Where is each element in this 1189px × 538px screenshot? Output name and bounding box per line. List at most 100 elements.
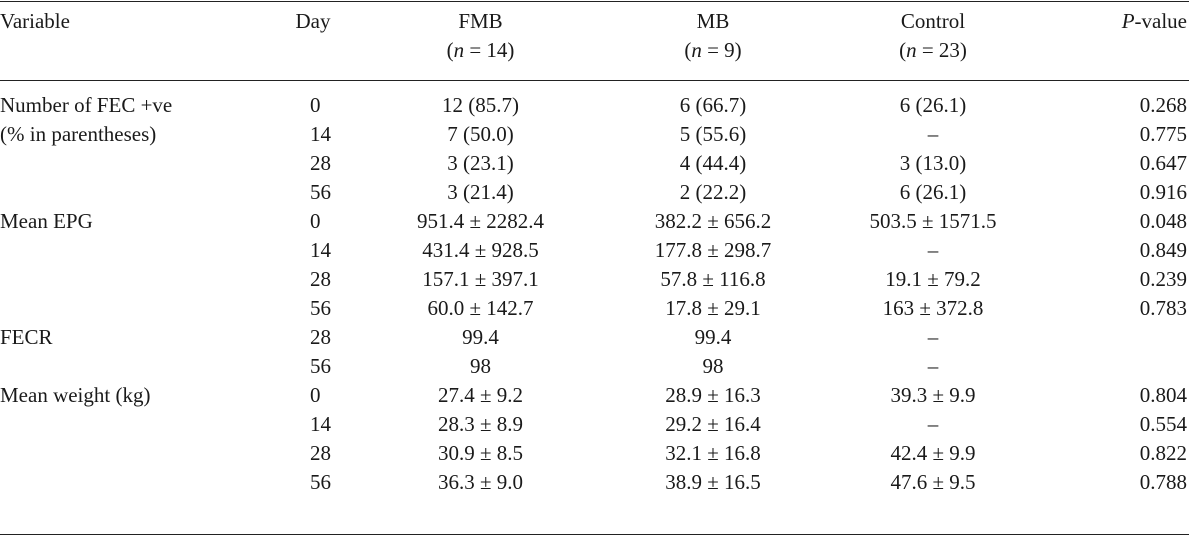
cell-fmb: 431.4 ± 928.5 bbox=[422, 238, 539, 262]
header-mb-label: MB bbox=[696, 9, 730, 33]
header-p-rest: -value bbox=[1134, 9, 1187, 33]
cell-mb: 98 bbox=[702, 354, 724, 378]
table-row: 28 3 (23.1) 4 (44.4) 3 (13.0) 0.647 bbox=[0, 149, 1189, 178]
cell-day: 28 bbox=[310, 267, 331, 291]
cell-variable: Number of FEC +ve bbox=[0, 93, 173, 117]
cell-control: 19.1 ± 79.2 bbox=[885, 267, 981, 291]
header-p-value: P-value bbox=[1043, 0, 1189, 80]
cell-variable bbox=[0, 178, 268, 207]
cell-variable bbox=[0, 294, 268, 323]
header-control-n: (n = 23) bbox=[899, 38, 967, 62]
cell-variable bbox=[0, 149, 268, 178]
cell-mb: 382.2 ± 656.2 bbox=[654, 209, 772, 233]
cell-control: – bbox=[927, 238, 939, 262]
cell-variable bbox=[0, 439, 268, 468]
cell-variable bbox=[0, 352, 268, 381]
cell-control: 503.5 ± 1571.5 bbox=[869, 209, 997, 233]
header-row: Variable Day FMB (n = 14) MB (n = 9) Con… bbox=[0, 0, 1189, 80]
cell-fmb: 98 bbox=[470, 354, 491, 378]
cell-day: 14 bbox=[310, 238, 331, 262]
cell-p-value: 0.849 bbox=[1139, 238, 1187, 262]
header-fmb-n: (n = 14) bbox=[446, 38, 515, 62]
cell-p-value bbox=[1043, 323, 1189, 352]
cell-variable bbox=[0, 410, 268, 439]
header-fmb-label: FMB bbox=[458, 9, 503, 33]
cell-mb: 57.8 ± 116.8 bbox=[660, 267, 766, 291]
cell-p-value: 0.804 bbox=[1139, 383, 1187, 407]
header-mb: MB (n = 9) bbox=[603, 0, 823, 80]
cell-p-value: 0.783 bbox=[1139, 296, 1187, 320]
cell-p-value: 0.647 bbox=[1139, 151, 1187, 175]
cell-mb: 6 (66.7) bbox=[679, 93, 747, 117]
cell-control: 42.4 ± 9.9 bbox=[890, 441, 976, 465]
table-header: Variable Day FMB (n = 14) MB (n = 9) Con… bbox=[0, 0, 1189, 80]
cell-fmb: 30.9 ± 8.5 bbox=[437, 441, 524, 465]
cell-control: – bbox=[927, 325, 939, 349]
cell-day: 14 bbox=[310, 412, 331, 436]
cell-control: – bbox=[927, 122, 939, 146]
cell-control: 47.6 ± 9.5 bbox=[890, 470, 976, 494]
cell-day: 56 bbox=[310, 296, 331, 320]
cell-mb: 99.4 bbox=[694, 325, 732, 349]
cell-p-value: 0.916 bbox=[1139, 180, 1187, 204]
header-day: Day bbox=[295, 9, 331, 33]
cell-control: 3 (13.0) bbox=[899, 151, 967, 175]
cell-day: 0 bbox=[310, 383, 321, 407]
cell-p-value bbox=[1043, 352, 1189, 381]
table-body: Number of FEC +ve 0 12 (85.7) 6 (66.7) 6 (26… bbox=[0, 80, 1189, 497]
cell-mb: 177.8 ± 298.7 bbox=[654, 238, 772, 262]
cell-p-value: 0.268 bbox=[1139, 93, 1187, 117]
cell-fmb: 27.4 ± 9.2 bbox=[437, 383, 524, 407]
table-row: 56 36.3 ± 9.0 38.9 ± 16.5 47.6 ± 9.5 0.788 bbox=[0, 468, 1189, 497]
cell-variable: FECR bbox=[0, 325, 53, 349]
cell-mb: 28.9 ± 16.3 bbox=[665, 383, 761, 407]
table-row: 14 431.4 ± 928.5 177.8 ± 298.7 – 0.849 bbox=[0, 236, 1189, 265]
cell-control: – bbox=[927, 412, 939, 436]
cell-fmb: 951.4 ± 2282.4 bbox=[416, 209, 545, 233]
cell-p-value: 0.822 bbox=[1139, 441, 1187, 465]
cell-day: 56 bbox=[310, 354, 331, 378]
table-row: 28 157.1 ± 397.1 57.8 ± 116.8 19.1 ± 79.2 0.… bbox=[0, 265, 1189, 294]
header-control-label: Control bbox=[900, 9, 966, 33]
cell-day: 28 bbox=[310, 441, 331, 465]
table-row: Mean weight (kg) 0 27.4 ± 9.2 28.9 ± 16.3 39… bbox=[0, 381, 1189, 410]
cell-mb: 5 (55.6) bbox=[679, 122, 747, 146]
cell-variable: (% in parentheses) bbox=[0, 122, 157, 146]
header-rule bbox=[0, 80, 1189, 81]
table-row: Number of FEC +ve 0 12 (85.7) 6 (66.7) 6 (26… bbox=[0, 80, 1189, 120]
cell-fmb: 12 (85.7) bbox=[442, 93, 519, 117]
cell-mb: 32.1 ± 16.8 bbox=[665, 441, 761, 465]
table-row: 28 30.9 ± 8.5 32.1 ± 16.8 42.4 ± 9.9 0.822 bbox=[0, 439, 1189, 468]
header-mb-n: (n = 9) bbox=[684, 38, 742, 62]
cell-fmb: 3 (21.4) bbox=[447, 180, 514, 204]
bottom-rule bbox=[0, 534, 1189, 535]
top-rule bbox=[0, 1, 1189, 2]
cell-fmb: 36.3 ± 9.0 bbox=[437, 470, 524, 494]
cell-fmb: 60.0 ± 142.7 bbox=[427, 296, 534, 320]
cell-day: 14 bbox=[310, 122, 331, 146]
cell-variable bbox=[0, 236, 268, 265]
table-row: (% in parentheses) 14 7 (50.0) 5 (55.6) – 0.7… bbox=[0, 120, 1189, 149]
cell-fmb: 157.1 ± 397.1 bbox=[422, 267, 539, 291]
cell-fmb: 3 (23.1) bbox=[447, 151, 514, 175]
cell-p-value: 0.554 bbox=[1139, 412, 1187, 436]
header-variable: Variable bbox=[0, 9, 70, 33]
cell-day: 28 bbox=[310, 325, 331, 349]
table-row: 14 28.3 ± 8.9 29.2 ± 16.4 – 0.554 bbox=[0, 410, 1189, 439]
table-row: 56 60.0 ± 142.7 17.8 ± 29.1 163 ± 372.8 0.78… bbox=[0, 294, 1189, 323]
results-table: Variable Day FMB (n = 14) MB (n = 9) Con… bbox=[0, 0, 1189, 497]
cell-mb: 38.9 ± 16.5 bbox=[665, 470, 761, 494]
cell-day: 0 bbox=[310, 93, 321, 117]
cell-day: 0 bbox=[310, 209, 321, 233]
table-row: 56 3 (21.4) 2 (22.2) 6 (26.1) 0.916 bbox=[0, 178, 1189, 207]
header-fmb: FMB (n = 14) bbox=[358, 0, 603, 80]
cell-mb: 29.2 ± 16.4 bbox=[665, 412, 761, 436]
table-row: FECR 28 99.4 99.4 – bbox=[0, 323, 1189, 352]
cell-p-value: 0.239 bbox=[1139, 267, 1187, 291]
cell-mb: 2 (22.2) bbox=[679, 180, 747, 204]
cell-mb: 4 (44.4) bbox=[679, 151, 747, 175]
cell-p-value: 0.775 bbox=[1139, 122, 1187, 146]
header-p-italic: P bbox=[1121, 9, 1135, 33]
cell-variable bbox=[0, 468, 268, 497]
